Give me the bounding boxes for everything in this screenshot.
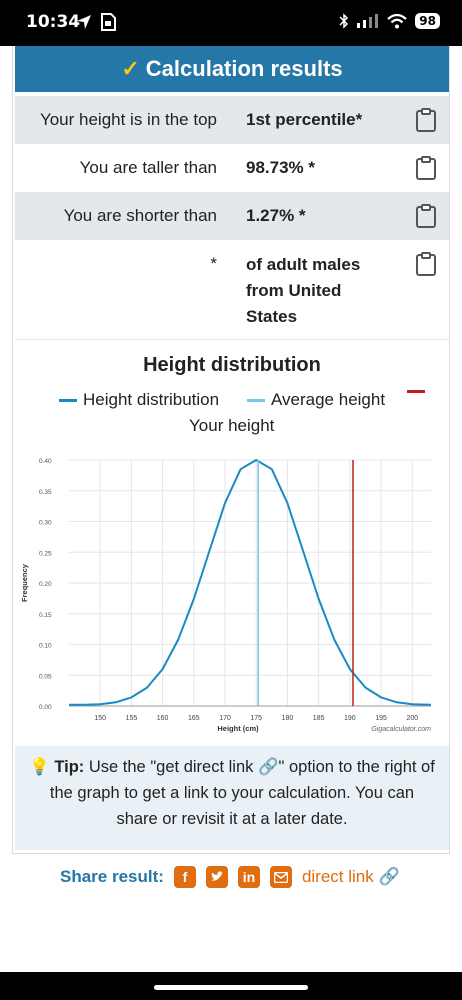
clipboard-icon[interactable] [415, 204, 437, 228]
x-tick-label: 165 [188, 715, 200, 722]
x-tick-label: 180 [282, 715, 294, 722]
share-label: Share result: [60, 867, 164, 886]
legend-label: Height distribution [83, 390, 220, 409]
clipboard-icon[interactable] [415, 252, 437, 276]
y-tick-label: 0.30 [39, 520, 52, 527]
x-tick-label: 195 [375, 715, 387, 722]
y-tick-label: 0.05 [39, 673, 52, 680]
result-label: You are shorter than [63, 206, 217, 225]
check-icon: ✓ [121, 56, 140, 81]
y-tick-label: 0.25 [39, 550, 52, 557]
location-arrow-icon [77, 15, 91, 29]
twitter-icon[interactable] [205, 866, 228, 888]
series-line-height-distribution [69, 459, 432, 706]
legend-swatch-your-height[interactable] [407, 390, 425, 393]
x-tick-label: 170 [219, 715, 231, 722]
result-label: Your height is in the top [39, 110, 217, 129]
status-bar: 10:34 98 [0, 0, 462, 46]
result-row-taller: You are taller than 98.73% * [15, 144, 449, 192]
result-value: 1st percentile* [246, 110, 363, 129]
y-tick-label: 0.15 [39, 612, 52, 619]
result-value: 98.73% * [246, 158, 315, 177]
legend-item-your-height[interactable]: Your height [189, 416, 274, 436]
footnote-text: of adult males from United States [246, 252, 406, 330]
y-axis-label: Frequency [20, 563, 29, 602]
results-card: ✓ Calculation results Your height is in … [12, 46, 450, 854]
link-icon: 🔗 [378, 867, 400, 886]
legend-item-distribution[interactable]: Height distribution [59, 390, 219, 410]
result-row-shorter: You are shorter than 1.27% * [15, 192, 449, 240]
chart-title: Height distribution [143, 354, 321, 376]
battery-icon: 98 [415, 13, 440, 29]
result-label: You are taller than [79, 158, 217, 177]
footnote-line: of adult males [246, 255, 361, 274]
y-tick-label: 0.00 [39, 704, 52, 711]
x-tick-label: 155 [126, 715, 138, 722]
signal-icon [357, 14, 379, 28]
email-icon[interactable] [269, 866, 292, 888]
x-tick-label: 190 [344, 715, 356, 722]
results-header: ✓ Calculation results [15, 46, 449, 92]
legend-label: Average height [271, 390, 386, 409]
x-tick-label: 175 [250, 715, 262, 722]
x-tick-label: 160 [157, 715, 169, 722]
clipboard-icon[interactable] [415, 156, 437, 180]
linkedin-icon[interactable]: in [237, 866, 260, 888]
chart-watermark: Gigacalculator.com [371, 726, 431, 733]
facebook-icon[interactable]: f [173, 866, 196, 888]
result-row-percentile: Your height is in the top 1st percentile… [15, 96, 449, 144]
share-bar: Share result: f in direct link 🔗 [60, 866, 400, 888]
x-tick-label: 200 [406, 715, 418, 722]
legend-swatch [247, 398, 265, 402]
footnote-line: States [246, 307, 298, 326]
wifi-icon [387, 13, 408, 28]
bluetooth-icon [339, 13, 349, 29]
results-title: Calculation results [145, 56, 343, 81]
footnote-marker: * [210, 254, 217, 273]
direct-link[interactable]: direct link 🔗 [302, 867, 400, 887]
y-tick-label: 0.40 [39, 458, 52, 465]
lightbulb-icon: 💡 [29, 758, 50, 776]
footnote-line: from United [246, 281, 342, 300]
sim-card-icon [101, 13, 116, 31]
legend-swatch [407, 390, 425, 393]
clipboard-icon[interactable] [415, 108, 437, 132]
y-tick-label: 0.10 [39, 643, 52, 650]
tip-text: Use the "get direct link 🔗" option to th… [49, 758, 435, 828]
result-value: 1.27% * [246, 206, 306, 225]
legend-swatch [59, 398, 77, 402]
y-tick-label: 0.35 [39, 489, 52, 496]
height-distribution-chart: 0.00 0.05 0.10 0.15 0.20 0.25 0.30 0.35 0.40 150 1… [20, 458, 432, 733]
home-indicator[interactable] [154, 985, 308, 990]
tip-label: Tip: [54, 758, 85, 776]
direct-link-label: direct link [301, 867, 374, 886]
status-time: 10:34 [26, 12, 81, 32]
x-axis-label: Height (cm) [217, 724, 259, 733]
result-row-footnote: * of adult males from United States [15, 240, 449, 340]
tip-box: 💡 Tip: Use the "get direct link 🔗" optio… [15, 746, 449, 850]
x-tick-label: 150 [94, 715, 106, 722]
y-tick-label: 0.20 [39, 581, 52, 588]
legend-item-average[interactable]: Average height [247, 390, 385, 410]
x-tick-label: 185 [313, 715, 325, 722]
legend-label: Your height [189, 416, 275, 435]
